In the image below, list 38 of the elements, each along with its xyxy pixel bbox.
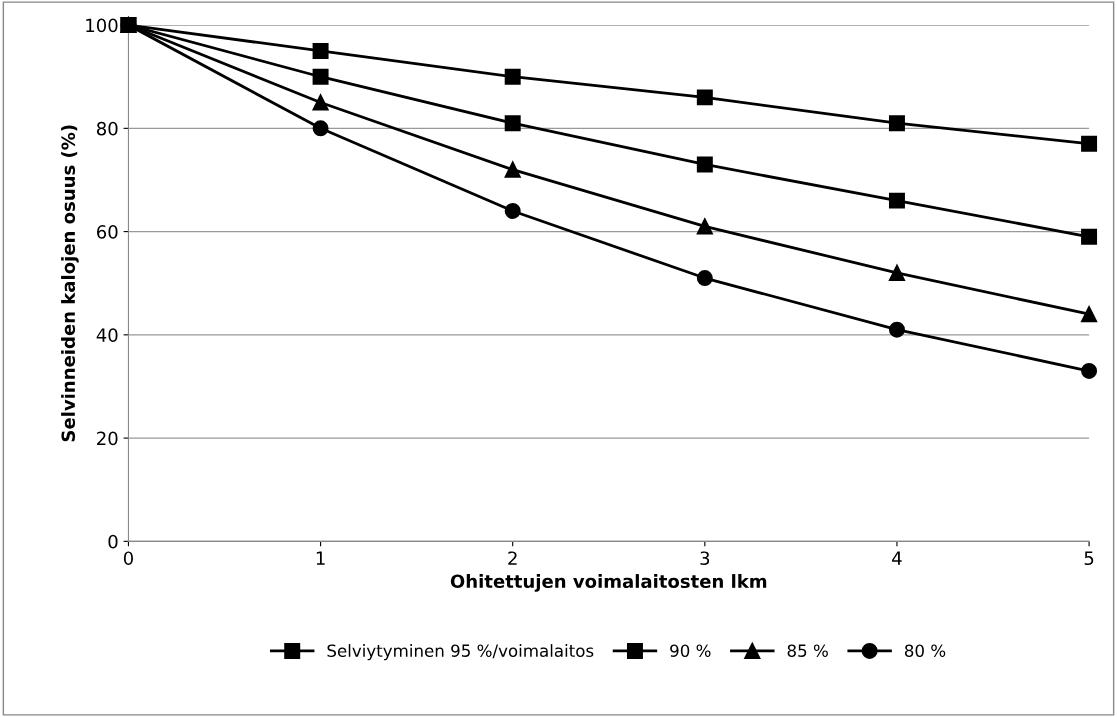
point — [312, 42, 329, 59]
point — [696, 218, 713, 235]
x-tick-label: 0 — [123, 551, 133, 566]
x-tick-label: 1 — [316, 551, 325, 565]
point — [888, 321, 905, 338]
point — [312, 94, 329, 111]
point — [312, 120, 329, 137]
point — [888, 192, 905, 209]
point — [696, 89, 713, 106]
point — [888, 115, 905, 132]
y-tick-label: 60 — [97, 225, 118, 239]
point — [504, 68, 521, 85]
y-tick-label: 80 — [96, 121, 118, 136]
x-tick-label: 2 — [508, 551, 517, 565]
point — [1081, 306, 1098, 323]
y-tick-label: 20 — [97, 431, 118, 446]
point — [696, 270, 713, 287]
legend-label: 85 % — [787, 644, 828, 657]
point — [1081, 228, 1098, 245]
y-tick-label: 100 — [86, 18, 118, 33]
legend-label: 90 % — [670, 644, 711, 657]
point — [504, 161, 521, 178]
x-axis-title: Ohitettujen voimalaitosten lkm — [450, 574, 767, 592]
point — [312, 68, 329, 85]
point — [888, 264, 905, 281]
x-tick-label: 3 — [700, 551, 710, 566]
point — [696, 156, 713, 173]
y-tick-label: 0 — [108, 534, 118, 549]
y-axis-title: Selvinneiden kalojen osuus (%) — [61, 125, 79, 442]
point — [1081, 362, 1098, 379]
point — [1081, 135, 1098, 152]
x-tick-label: 4 — [892, 551, 902, 565]
point — [504, 202, 521, 219]
legend-label: Selviytyminen 95 %/voimalaitos — [327, 644, 594, 661]
y-tick-label: 40 — [96, 328, 118, 342]
legend-label: 80 % — [904, 644, 946, 657]
x-tick-label: 5 — [1084, 551, 1094, 566]
point — [504, 115, 521, 132]
